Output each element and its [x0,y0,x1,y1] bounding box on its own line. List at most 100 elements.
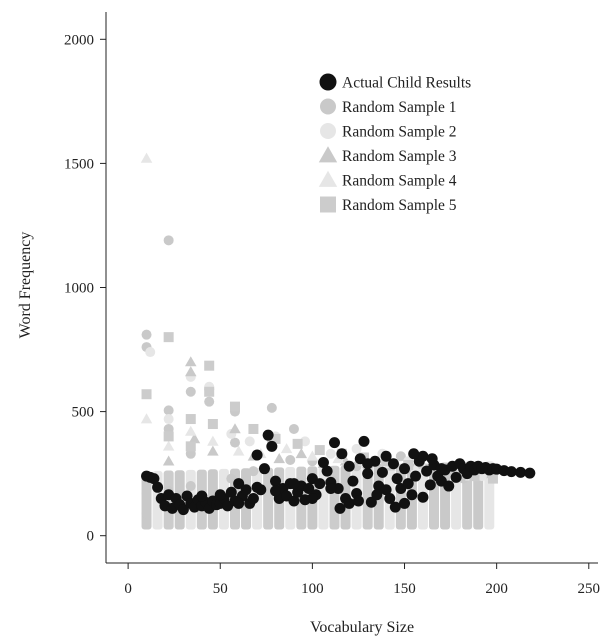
y-tick-label: 1500 [64,156,94,172]
actual-child-results-point [233,497,245,509]
random-sample-1-point [163,235,174,246]
actual-child-results-point [380,484,392,496]
random-sample-5-point [314,445,325,456]
random-sample-1-point [141,508,152,519]
x-tick-label: 100 [301,581,324,597]
actual-child-results-point [314,478,326,490]
actual-child-results-point [524,467,536,479]
random-sample-3-point [229,423,241,434]
actual-child-results-point [270,485,282,497]
random-sample-3-point [185,356,197,367]
random-sample-4-point [409,462,422,473]
legend-marker [318,170,338,187]
sample-band-column [263,467,274,530]
random-sample-2-point [244,436,255,447]
random-sample-5-point [204,360,215,371]
actual-child-results-point [417,450,429,462]
random-sample-4-point [140,152,153,163]
random-sample-1-point [285,454,296,465]
actual-child-results-point [380,450,392,462]
actual-child-results-point [251,449,263,461]
x-axis-title: Vocabulary Size [310,619,414,636]
random-sample-2-point [325,448,336,459]
actual-child-results-point [262,429,274,441]
actual-child-results-point [410,470,422,482]
random-sample-3-point [188,433,201,444]
legend-marker [320,123,336,139]
legend-label: Random Sample 2 [342,124,457,141]
actual-child-results-point [328,437,340,449]
actual-child-results-point [266,440,278,452]
actual-child-results-point [288,478,300,490]
actual-child-results-point [152,481,164,493]
random-sample-1-point [185,386,196,397]
random-sample-4-point [232,445,245,456]
legend-label: Random Sample 1 [342,99,457,116]
actual-child-results-point [303,483,315,495]
legend: Actual Child Results Random Sample 1 Rando… [318,73,471,214]
actual-child-results-point [435,463,447,475]
actual-child-results-point [399,463,411,475]
actual-child-results-point [408,448,420,460]
actual-child-results-point [424,479,436,491]
random-sample-4-point [306,450,319,461]
actual-child-results-point [343,460,355,472]
actual-child-results-point [225,486,237,498]
random-sample-5-point [229,401,240,412]
random-sample-3-point [273,453,285,464]
random-sample-4-point [207,435,219,446]
random-sample-2-point [145,347,156,358]
random-sample-1-point [266,402,277,413]
random-sample-5-point [469,471,480,482]
random-sample-3-point [185,366,197,377]
actual-child-results-point [196,490,208,502]
actual-child-results-point [251,481,263,493]
y-tick-label: 0 [87,529,95,545]
actual-child-results-point [515,466,527,478]
random-sample-5-point [207,419,218,430]
actual-child-results-point [450,471,462,483]
random-sample-1-point [141,488,152,499]
actual-child-results-point [376,466,388,478]
random-sample-1-point [288,423,299,434]
sample-band-column [329,465,340,530]
random-sample-5-point [185,441,196,452]
actual-child-results-point [288,495,300,507]
random-sample-5-point [270,433,281,444]
actual-child-results-point [389,501,401,513]
y-axis-title: Word Frequency [17,232,34,339]
random-sample-5-point [487,473,498,484]
actual-child-results-point [214,489,226,501]
x-tick-label: 250 [578,581,601,597]
random-sample-5-point [185,414,196,425]
ticks: 0 50 100 150 200 250 0 500 1000 1500 2000 [64,32,600,597]
actual-child-results-point [417,491,429,503]
actual-child-results-point [371,489,383,501]
x-tick-label: 50 [213,581,228,597]
actual-child-results-point [148,473,160,485]
legend-marker [319,73,337,91]
x-tick-label: 0 [124,581,132,597]
random-sample-2-point [163,414,174,425]
random-sample-5-point [141,389,152,400]
y-tick-label: 1000 [64,281,94,297]
actual-child-results-point [321,465,333,477]
actual-child-results-point [406,489,418,501]
random-sample-3-point [295,448,308,459]
actual-child-results-point [384,492,396,504]
random-sample-5-point [248,423,259,434]
sample-band-column [362,464,373,530]
actual-child-results-point [402,478,414,490]
random-sample-1-point [229,437,240,448]
random-sample-5-point [292,438,303,449]
actual-child-results-point [362,458,374,470]
legend-label: Actual Child Results [342,75,471,92]
random-sample-1-point [248,466,259,477]
actual-child-results-point [399,497,411,509]
actual-child-results-point [247,492,259,504]
actual-child-results-point [325,483,337,495]
random-sample-1-point [163,405,174,416]
actual-child-results-point [362,468,374,480]
actual-child-results-point [306,492,318,504]
